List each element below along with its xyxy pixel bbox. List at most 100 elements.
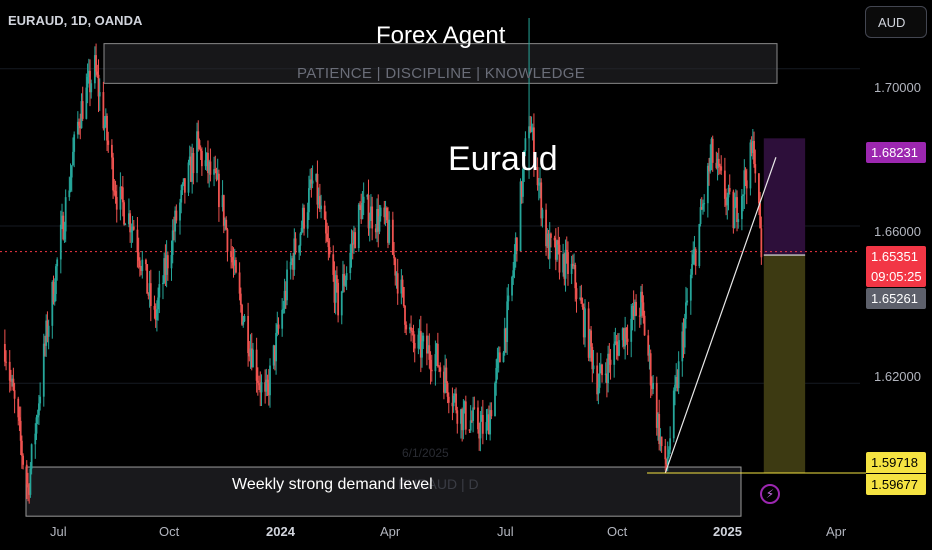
x-tick-label: 2024 bbox=[266, 524, 295, 539]
candle-body bbox=[222, 195, 225, 226]
candle-body bbox=[660, 436, 663, 447]
candle-body bbox=[470, 420, 473, 422]
candle-body bbox=[733, 207, 736, 229]
candle-body bbox=[366, 195, 369, 197]
candle-body bbox=[180, 190, 183, 203]
candle-body bbox=[231, 257, 234, 263]
candle-body bbox=[609, 359, 612, 365]
candle-body bbox=[708, 165, 710, 172]
candle-body bbox=[350, 243, 353, 253]
candle-body bbox=[726, 197, 729, 206]
candle-body bbox=[131, 226, 134, 231]
candle-body bbox=[256, 380, 259, 383]
candle-body bbox=[655, 382, 658, 428]
candle-body bbox=[630, 318, 633, 342]
candle-body bbox=[635, 301, 637, 316]
candle-body bbox=[631, 305, 634, 319]
x-tick-label: Oct bbox=[607, 524, 628, 539]
candle-body bbox=[709, 157, 712, 172]
candle-body bbox=[607, 353, 610, 384]
candle-body bbox=[557, 240, 560, 245]
candle-body bbox=[13, 390, 16, 399]
candle-body bbox=[563, 254, 566, 279]
lightning-icon[interactable]: ⚡︎ bbox=[760, 484, 780, 504]
candle-body bbox=[574, 264, 577, 289]
candle-body bbox=[377, 209, 380, 232]
candle-body bbox=[548, 233, 551, 259]
candles bbox=[3, 43, 763, 504]
candle-body bbox=[299, 233, 302, 246]
trend-line[interactable] bbox=[664, 157, 777, 474]
candle-body bbox=[55, 266, 57, 294]
candle-body bbox=[719, 165, 721, 167]
candle-body bbox=[649, 353, 652, 386]
candle-body bbox=[235, 260, 237, 273]
candle-body bbox=[553, 237, 556, 241]
candle-body bbox=[711, 138, 714, 163]
candle-body bbox=[136, 229, 139, 253]
candle-body bbox=[732, 191, 735, 229]
candle-body bbox=[702, 203, 704, 210]
candle-body bbox=[86, 77, 89, 88]
candle-body bbox=[243, 315, 246, 322]
candle-body bbox=[188, 156, 191, 163]
candle-body bbox=[317, 196, 320, 205]
candle-body bbox=[717, 158, 720, 166]
candle-body bbox=[472, 407, 475, 421]
candle-body bbox=[166, 255, 169, 269]
candle-body bbox=[258, 382, 260, 386]
candle-body bbox=[540, 182, 543, 219]
candle-body bbox=[556, 240, 558, 260]
candle-body bbox=[498, 352, 501, 363]
candle-body bbox=[669, 438, 672, 450]
candle-body bbox=[115, 196, 118, 210]
candle-body bbox=[456, 410, 459, 424]
candle-body bbox=[452, 395, 455, 407]
candle-body bbox=[605, 373, 608, 384]
candle-body bbox=[686, 300, 689, 303]
candle-body bbox=[30, 444, 33, 469]
candle-body bbox=[103, 124, 106, 129]
candle-body bbox=[183, 178, 186, 193]
candle-body bbox=[750, 142, 753, 154]
candle-body bbox=[265, 379, 268, 392]
candle-body bbox=[400, 279, 403, 294]
candle-body bbox=[580, 297, 583, 304]
countdown-badge: 09:05:25 bbox=[866, 266, 926, 287]
candle-body bbox=[283, 290, 286, 309]
candle-body bbox=[351, 243, 354, 245]
candle-body bbox=[710, 138, 713, 158]
candle-body bbox=[410, 327, 412, 331]
candle-body bbox=[591, 346, 594, 370]
resistance-box bbox=[103, 43, 778, 84]
x-tick-label: Oct bbox=[159, 524, 180, 539]
candle-body bbox=[11, 378, 14, 381]
candle-body bbox=[361, 202, 364, 220]
candle-body bbox=[413, 342, 416, 349]
candle-body bbox=[175, 210, 178, 221]
candle-body bbox=[370, 206, 372, 221]
candle-body bbox=[130, 230, 133, 233]
candle-body bbox=[155, 309, 158, 321]
candle-body bbox=[47, 325, 50, 337]
candle-body bbox=[582, 306, 585, 338]
candle-body bbox=[36, 415, 39, 418]
candle-body bbox=[371, 206, 374, 229]
candle-body bbox=[601, 364, 603, 376]
candle-body bbox=[393, 254, 395, 259]
candle-body bbox=[80, 101, 83, 129]
tagline-text: PATIENCE | DISCIPLINE | KNOWLEDGE bbox=[297, 65, 586, 82]
candle-body bbox=[514, 237, 517, 255]
candle-body bbox=[507, 295, 510, 302]
candle-body bbox=[716, 158, 719, 168]
candle-body bbox=[61, 215, 63, 225]
y-tick-label: 1.66000 bbox=[874, 224, 921, 239]
candle-body bbox=[439, 367, 442, 372]
candle-body bbox=[340, 291, 343, 316]
candle-body bbox=[232, 262, 235, 266]
candle-body bbox=[301, 207, 304, 228]
currency-button[interactable]: AUD bbox=[865, 6, 927, 38]
candle-body bbox=[451, 402, 454, 407]
candle-body bbox=[664, 446, 667, 460]
